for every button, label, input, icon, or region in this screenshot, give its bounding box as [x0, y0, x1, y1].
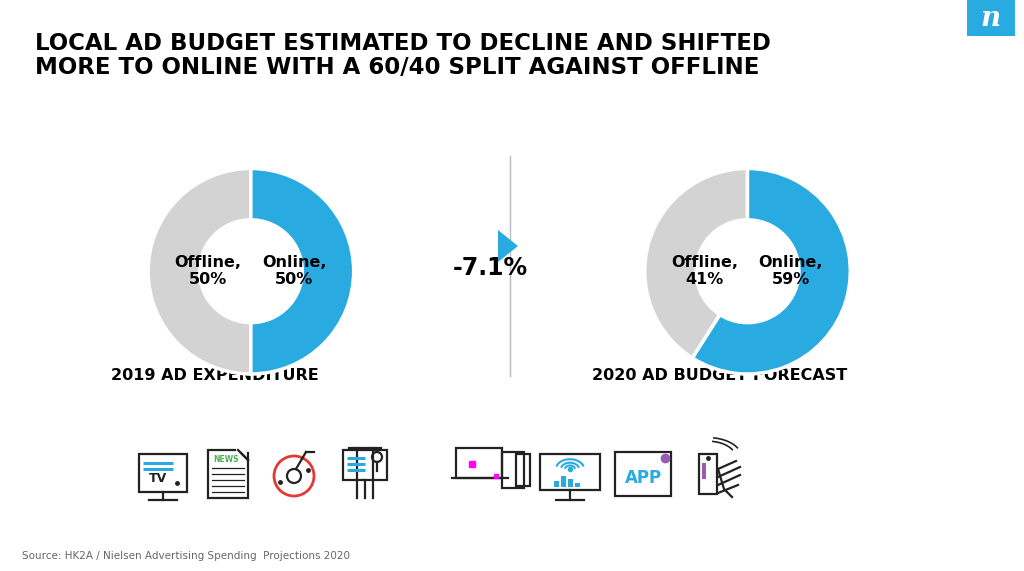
Text: 2019 AD EXPENDITURE: 2019 AD EXPENDITURE: [112, 368, 318, 384]
Bar: [139, 454, 187, 492]
Wedge shape: [645, 168, 748, 358]
Bar: [516, 454, 530, 486]
Text: NEWS: NEWS: [213, 456, 239, 464]
Bar: [615, 452, 671, 496]
Bar: [502, 452, 524, 488]
Text: Source: HK2A / Nielsen Advertising Spending  Projections 2020: Source: HK2A / Nielsen Advertising Spend…: [22, 551, 350, 561]
Bar: [540, 454, 600, 490]
Text: TV: TV: [148, 472, 167, 485]
Text: MORE TO ONLINE WITH A 60/40 SPLIT AGAINST OFFLINE: MORE TO ONLINE WITH A 60/40 SPLIT AGAINS…: [35, 57, 760, 79]
Bar: [702, 463, 706, 479]
Text: Online,
59%: Online, 59%: [759, 255, 823, 287]
Bar: [554, 481, 559, 487]
Text: APP: APP: [625, 469, 662, 487]
Bar: [456, 448, 502, 478]
Polygon shape: [498, 230, 518, 262]
Wedge shape: [251, 168, 353, 374]
FancyBboxPatch shape: [967, 0, 1015, 36]
Wedge shape: [692, 168, 850, 374]
Text: LOCAL AD BUDGET ESTIMATED TO DECLINE AND SHIFTED: LOCAL AD BUDGET ESTIMATED TO DECLINE AND…: [35, 33, 771, 55]
Bar: [208, 450, 248, 498]
Text: Offline,
50%: Offline, 50%: [174, 255, 242, 287]
Bar: [568, 479, 573, 487]
Text: -7.1%: -7.1%: [453, 256, 527, 280]
Bar: [343, 450, 387, 480]
Text: 2020 AD BUDGET FORECAST: 2020 AD BUDGET FORECAST: [592, 368, 848, 384]
Bar: [575, 483, 580, 487]
Text: n: n: [981, 5, 1001, 31]
Bar: [561, 476, 566, 487]
Text: Offline,
41%: Offline, 41%: [671, 255, 738, 287]
Bar: [699, 454, 717, 494]
Text: Online,
50%: Online, 50%: [262, 255, 327, 287]
Wedge shape: [148, 168, 251, 374]
